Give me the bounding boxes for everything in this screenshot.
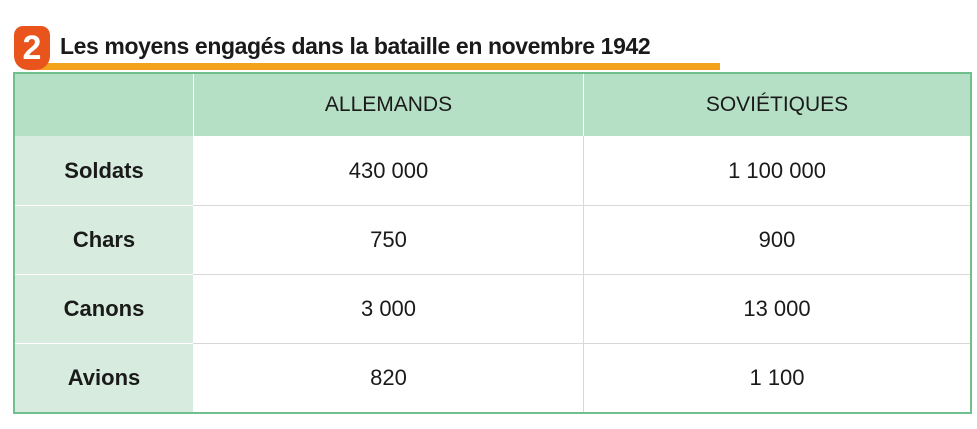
- row-divider: [15, 205, 193, 206]
- document-number-badge: 2: [14, 26, 50, 70]
- row-divider: [193, 205, 970, 206]
- forces-table: ALLEMANDS SOVIÉTIQUES Soldats 430 000 1 …: [13, 72, 972, 414]
- document-header: 2 Les moyens engagés dans la bataille en…: [14, 26, 720, 74]
- row-divider: [193, 343, 970, 344]
- column-header-allemands: ALLEMANDS: [324, 93, 453, 116]
- table-cell-avions-allemands: 820: [370, 365, 407, 390]
- table-cell-chars-allemands: 750: [370, 227, 407, 252]
- column-divider: [193, 74, 194, 412]
- table-header-row: [15, 74, 970, 136]
- row-divider: [15, 343, 193, 344]
- table-cell-avions-sovietiques: 1 100: [749, 365, 805, 390]
- table-cell-soldats-allemands: 430 000: [348, 157, 429, 183]
- table-cell-chars-sovietiques: 900: [758, 227, 796, 252]
- table-corner-cell: [15, 74, 193, 136]
- row-label-avions: Avions: [67, 365, 141, 390]
- row-label-canons: Canons: [63, 296, 145, 321]
- row-label-chars: Chars: [72, 227, 136, 252]
- table-cell-canons-allemands: 3 000: [360, 296, 417, 321]
- row-label-soldats: Soldats: [64, 157, 144, 183]
- table-cell-soldats-sovietiques: 1 100 000: [728, 157, 826, 183]
- table-cell-canons-sovietiques: 13 000: [743, 296, 811, 321]
- row-divider: [15, 274, 193, 275]
- column-header-sovietiques: SOVIÉTIQUES: [705, 93, 849, 116]
- column-divider: [583, 74, 584, 136]
- row-divider: [193, 274, 970, 275]
- document-title: Les moyens engagés dans la bataille en n…: [60, 33, 651, 59]
- title-underline: [38, 63, 720, 70]
